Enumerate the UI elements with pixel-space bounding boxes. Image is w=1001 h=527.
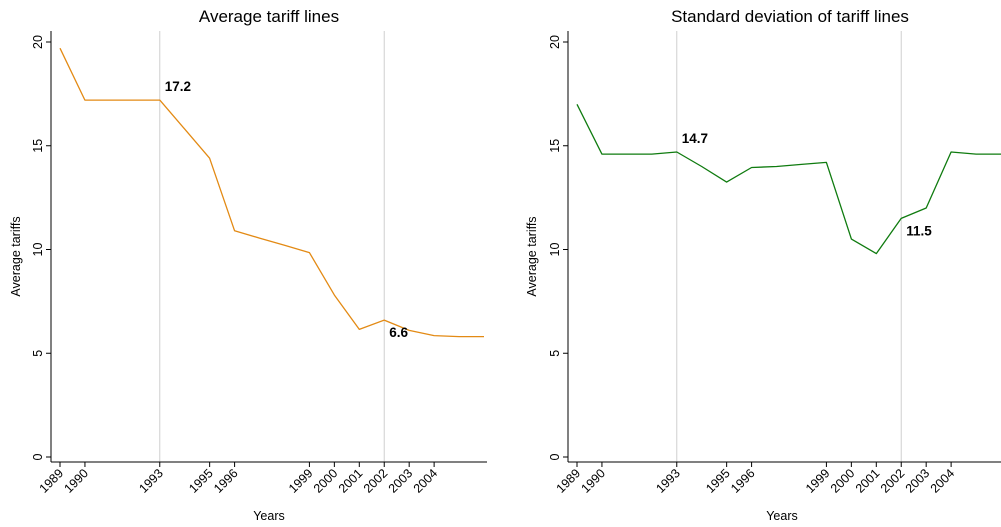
x-tick-label: 1993 xyxy=(136,466,166,496)
x-tick-label: 2002 xyxy=(361,466,391,496)
y-tick-label: 10 xyxy=(31,243,45,257)
x-tick-label: 1999 xyxy=(286,466,316,496)
x-tick-label: 1996 xyxy=(728,466,758,496)
x-tick-label: 1996 xyxy=(211,466,241,496)
y-tick-label: 5 xyxy=(548,350,562,357)
y-tick-label: 20 xyxy=(548,35,562,49)
x-axis-label: Years xyxy=(766,509,798,523)
data-label: 6.6 xyxy=(389,325,408,340)
x-tick-label: 1989 xyxy=(554,466,584,496)
x-tick-label: 2003 xyxy=(903,466,933,496)
x-tick-label: 2004 xyxy=(928,466,958,496)
x-axis-label: Years xyxy=(253,509,285,523)
x-tick-label: 1990 xyxy=(61,466,91,496)
y-tick-label: 20 xyxy=(31,35,45,49)
x-tick-label: 2003 xyxy=(386,466,416,496)
chart-title: Standard deviation of tariff lines xyxy=(671,7,909,26)
x-tick-label: 2000 xyxy=(311,466,341,496)
data-label: 14.7 xyxy=(682,131,708,146)
x-tick-label: 1999 xyxy=(803,466,833,496)
data-label: 17.2 xyxy=(165,79,191,94)
y-tick-label: 0 xyxy=(548,453,562,460)
x-tick-label: 1989 xyxy=(37,466,67,496)
y-tick-label: 15 xyxy=(31,139,45,153)
x-tick-label: 1995 xyxy=(186,466,216,496)
chart-title: Average tariff lines xyxy=(199,7,339,26)
x-tick-label: 2000 xyxy=(828,466,858,496)
series-line-1 xyxy=(576,104,1001,255)
x-tick-label: 2001 xyxy=(336,466,366,496)
x-tick-label: 1995 xyxy=(703,466,733,496)
x-tick-label: 2002 xyxy=(878,466,908,496)
y-axis-label: Average tariffs xyxy=(525,216,539,296)
y-tick-label: 10 xyxy=(548,243,562,257)
x-tick-label: 1993 xyxy=(653,466,683,496)
x-tick-label: 2001 xyxy=(853,466,883,496)
y-tick-label: 15 xyxy=(548,139,562,153)
y-axis-label: Average tariffs xyxy=(9,216,23,296)
series-line-1 xyxy=(59,47,484,338)
y-tick-label: 0 xyxy=(31,453,45,460)
x-tick-label: 1990 xyxy=(578,466,608,496)
data-label: 11.5 xyxy=(906,223,932,238)
y-tick-label: 5 xyxy=(31,350,45,357)
x-tick-label: 2004 xyxy=(411,466,441,496)
